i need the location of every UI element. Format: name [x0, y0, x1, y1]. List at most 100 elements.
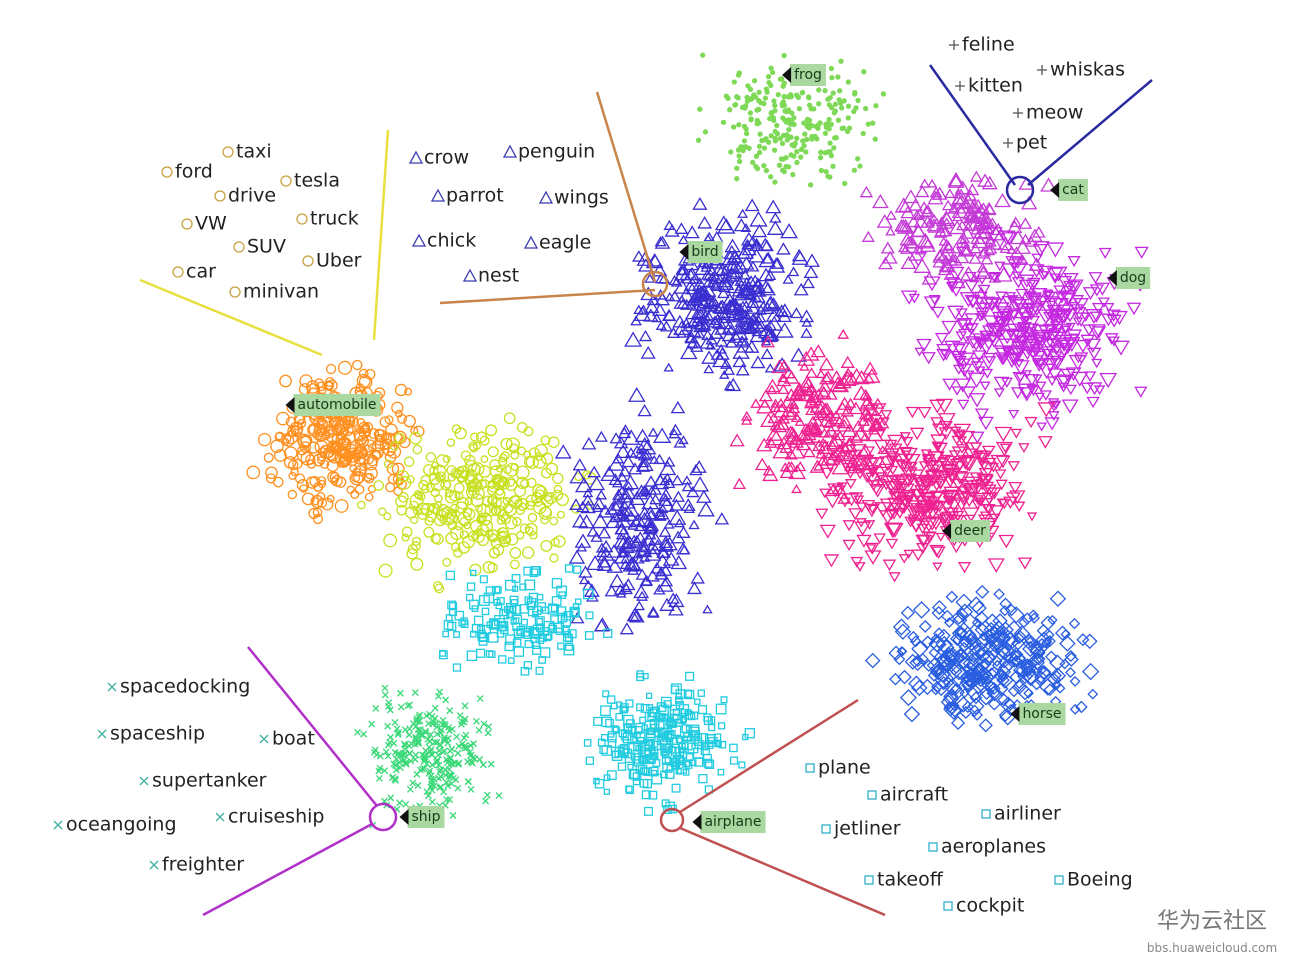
- point: [386, 706, 394, 714]
- point: [644, 475, 658, 487]
- point: [384, 741, 392, 749]
- point: [951, 609, 967, 625]
- point: [923, 276, 941, 292]
- point: [702, 129, 709, 135]
- point: [740, 231, 757, 246]
- point: [316, 381, 326, 392]
- point: [926, 178, 938, 188]
- point: [697, 733, 709, 744]
- point: [479, 435, 490, 446]
- point: [815, 122, 821, 128]
- point: [823, 554, 840, 568]
- point: [509, 559, 520, 570]
- point: [760, 412, 777, 427]
- point: [968, 393, 986, 408]
- point: [848, 492, 864, 505]
- point: [784, 108, 790, 115]
- point: [723, 244, 741, 260]
- point: [984, 234, 996, 245]
- point: [402, 760, 410, 768]
- point: [428, 775, 436, 783]
- point: [593, 716, 603, 726]
- point: [974, 408, 990, 421]
- point: [567, 629, 577, 639]
- point: [929, 186, 943, 198]
- point: [445, 531, 459, 545]
- point: [334, 420, 348, 434]
- point: [977, 202, 990, 214]
- point: [1097, 297, 1110, 308]
- point: [287, 489, 298, 500]
- point: [789, 389, 801, 399]
- point: [698, 773, 708, 784]
- point: [888, 443, 903, 456]
- point: [279, 374, 292, 388]
- point: [611, 725, 619, 733]
- point: [442, 736, 450, 744]
- point: [423, 788, 431, 796]
- point: [1049, 266, 1068, 282]
- point: [641, 494, 660, 510]
- point: [845, 449, 858, 461]
- point: [586, 525, 600, 537]
- point: [297, 445, 308, 456]
- point: [671, 783, 681, 793]
- word-marker: [172, 266, 184, 278]
- point: [1037, 271, 1049, 281]
- point: [793, 282, 809, 296]
- point: [859, 431, 871, 442]
- point: [907, 630, 920, 644]
- point: [769, 401, 782, 413]
- connector: [202, 822, 373, 917]
- word-marker: [280, 175, 292, 187]
- point: [467, 785, 475, 793]
- point: [765, 308, 782, 322]
- point: [779, 167, 786, 173]
- point: [419, 751, 426, 759]
- point: [655, 566, 667, 577]
- point: [1021, 349, 1034, 361]
- point: [1062, 285, 1073, 295]
- point: [1007, 352, 1024, 366]
- point: [390, 739, 398, 747]
- point: [412, 444, 423, 455]
- point: [504, 516, 518, 530]
- point: [449, 760, 456, 768]
- point: [800, 327, 813, 338]
- point: [496, 597, 505, 606]
- point: [725, 95, 731, 102]
- point: [1024, 416, 1038, 429]
- point: [686, 485, 700, 498]
- point: [826, 430, 838, 440]
- point: [787, 266, 800, 277]
- point: [1011, 679, 1027, 695]
- point: [880, 241, 895, 254]
- point: [866, 467, 879, 478]
- label-box: [407, 806, 445, 828]
- point: [971, 291, 988, 306]
- word-marker: [430, 188, 446, 202]
- point: [910, 209, 924, 220]
- point: [420, 764, 428, 772]
- point: [914, 201, 934, 217]
- point: [299, 374, 313, 388]
- point: [413, 770, 421, 778]
- point: [842, 180, 848, 187]
- point: [601, 716, 612, 728]
- point: [950, 715, 966, 731]
- point: [488, 650, 496, 659]
- point: [1060, 324, 1073, 335]
- point: [578, 565, 593, 578]
- point: [438, 650, 448, 660]
- point: [429, 466, 439, 476]
- point: [797, 350, 816, 366]
- point: [981, 368, 994, 379]
- point: [994, 426, 1013, 443]
- point: [877, 444, 889, 454]
- point: [760, 281, 776, 296]
- point: [628, 387, 646, 402]
- point: [779, 440, 794, 454]
- point: [425, 452, 436, 463]
- point: [663, 362, 674, 372]
- point: [897, 669, 912, 685]
